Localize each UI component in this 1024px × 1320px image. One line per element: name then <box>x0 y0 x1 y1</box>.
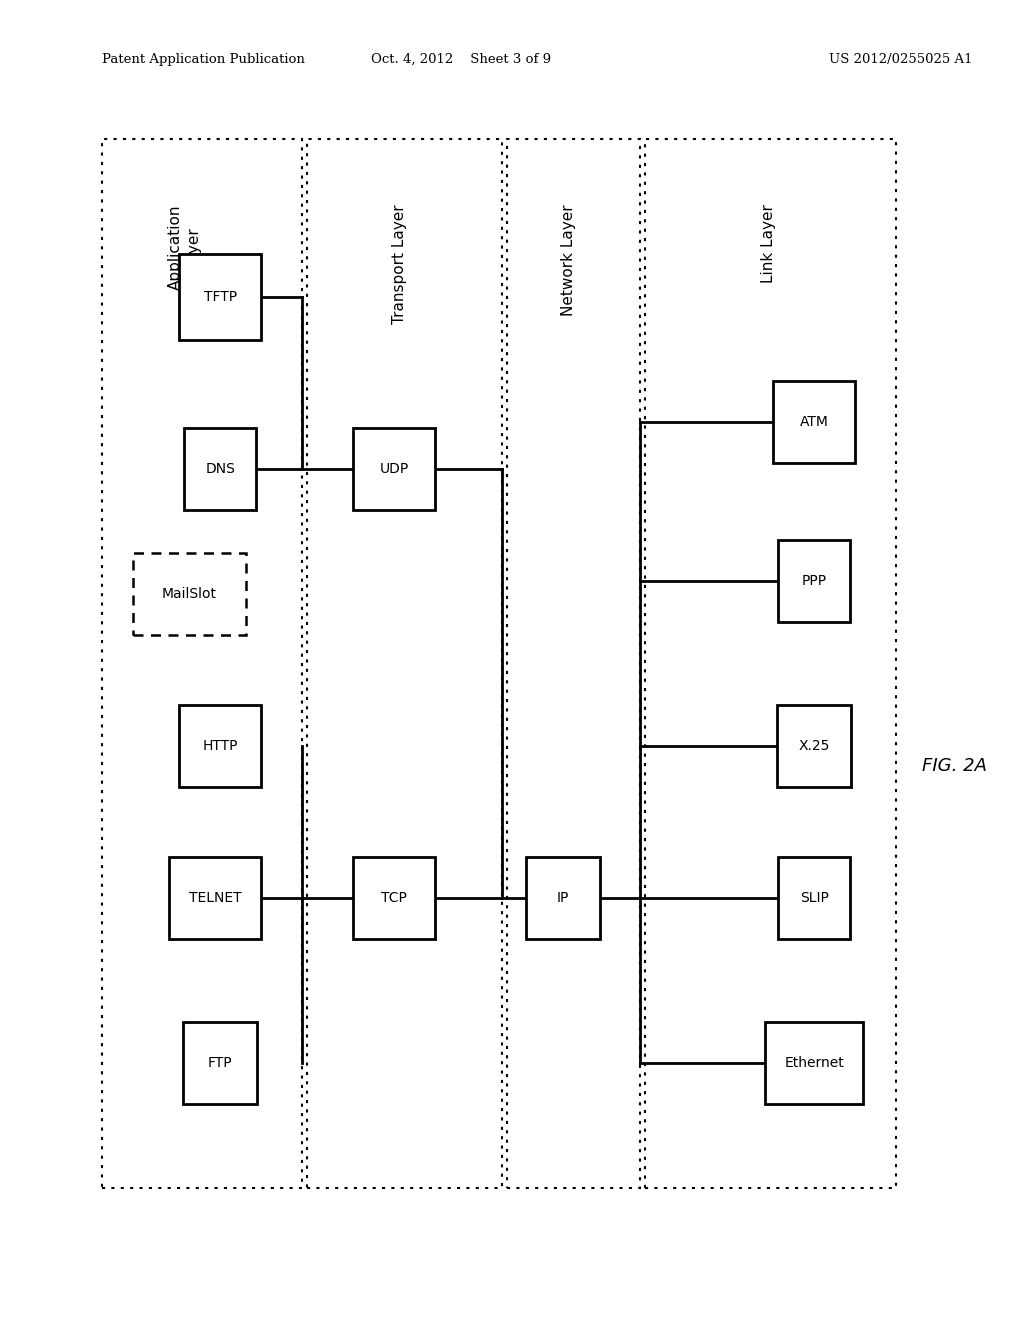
Text: TFTP: TFTP <box>204 290 237 304</box>
Text: Transport Layer: Transport Layer <box>392 205 407 325</box>
Text: TCP: TCP <box>381 891 408 904</box>
Bar <box>179 253 261 339</box>
Text: ATM: ATM <box>800 416 828 429</box>
Bar <box>133 553 246 635</box>
Bar <box>766 1022 862 1104</box>
Bar <box>353 857 435 939</box>
Bar <box>778 540 850 622</box>
Text: Oct. 4, 2012    Sheet 3 of 9: Oct. 4, 2012 Sheet 3 of 9 <box>371 53 551 66</box>
Bar <box>778 857 850 939</box>
Text: Ethernet: Ethernet <box>784 1056 844 1069</box>
Bar <box>773 381 855 463</box>
Bar <box>184 428 256 510</box>
Text: HTTP: HTTP <box>203 739 238 752</box>
Text: PPP: PPP <box>802 574 826 587</box>
Text: SLIP: SLIP <box>800 891 828 904</box>
Bar <box>179 705 261 787</box>
Text: IP: IP <box>557 891 569 904</box>
Bar <box>507 139 640 1188</box>
Text: MailSlot: MailSlot <box>162 587 217 601</box>
Text: US 2012/0255025 A1: US 2012/0255025 A1 <box>829 53 973 66</box>
Text: Patent Application Publication: Patent Application Publication <box>102 53 305 66</box>
Text: Link Layer: Link Layer <box>761 205 775 284</box>
Bar <box>645 139 896 1188</box>
Text: X.25: X.25 <box>799 739 829 752</box>
Text: FIG. 2A: FIG. 2A <box>922 756 986 775</box>
Bar <box>102 139 302 1188</box>
Bar <box>307 139 502 1188</box>
Text: Network Layer: Network Layer <box>561 205 575 317</box>
Text: UDP: UDP <box>380 462 409 475</box>
Text: TELNET: TELNET <box>188 891 242 904</box>
Bar <box>526 857 600 939</box>
Bar <box>353 428 435 510</box>
Text: DNS: DNS <box>205 462 236 475</box>
Text: Application
Layer: Application Layer <box>168 205 201 290</box>
Text: FTP: FTP <box>208 1056 232 1069</box>
Bar <box>183 1022 257 1104</box>
Bar <box>777 705 851 787</box>
Bar <box>169 857 261 939</box>
